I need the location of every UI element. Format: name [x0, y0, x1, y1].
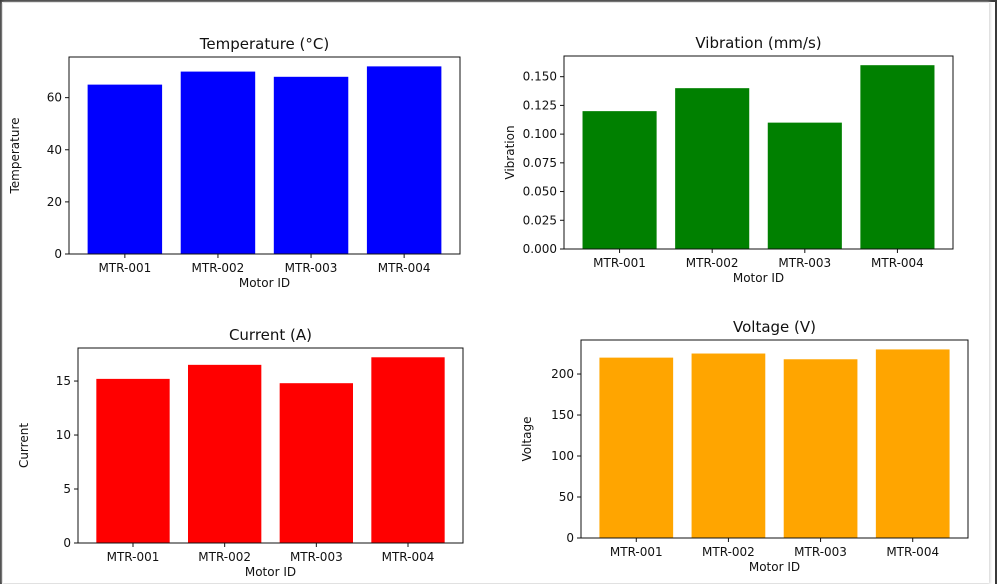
- x-axis-label: Motor ID: [239, 276, 290, 290]
- bar-mtr-004: [875, 349, 950, 538]
- y-tick-label: 60: [47, 91, 62, 105]
- bar-mtr-002: [188, 364, 262, 543]
- x-tick-label: MTR-003: [285, 261, 338, 275]
- chart-title: Vibration (mm/s): [695, 34, 821, 52]
- x-axis-label: Motor ID: [749, 560, 800, 574]
- y-tick-label: 10: [56, 428, 71, 442]
- chart-title: Temperature (°C): [199, 35, 329, 53]
- y-tick-label: 0: [63, 536, 71, 550]
- x-tick-label: MTR-004: [382, 550, 435, 564]
- bar-mtr-003: [273, 76, 349, 254]
- x-tick-label: MTR-002: [702, 545, 755, 559]
- y-tick-label: 0.150: [523, 70, 557, 84]
- y-tick-label: 0.075: [523, 156, 557, 170]
- x-axis-label: Motor ID: [733, 271, 784, 285]
- x-tick-label: MTR-004: [871, 256, 924, 270]
- bar-mtr-003: [767, 122, 842, 249]
- bar-mtr-001: [87, 84, 163, 254]
- y-tick-label: 200: [551, 367, 574, 381]
- y-axis-label: Vibration: [503, 125, 517, 179]
- y-tick-label: 150: [551, 408, 574, 422]
- chart-title: Voltage (V): [733, 318, 816, 336]
- x-tick-label: MTR-001: [610, 545, 663, 559]
- x-tick-label: MTR-002: [686, 256, 739, 270]
- x-tick-label: MTR-004: [378, 261, 431, 275]
- bar-mtr-002: [691, 353, 766, 538]
- y-axis-label: Current: [17, 423, 31, 468]
- bar-mtr-001: [96, 378, 170, 543]
- bar-mtr-002: [180, 71, 256, 254]
- plot-area-frame: [77, 347, 464, 544]
- bar-mtr-004: [860, 65, 935, 249]
- y-tick-label: 0.000: [523, 242, 557, 256]
- x-axis-label: Motor ID: [245, 565, 296, 579]
- bar-mtr-003: [279, 383, 353, 543]
- y-tick-label: 0: [566, 531, 574, 545]
- chart-panel-4: MTR-001 MTR-002 MTR-003 MTR-004 0 50 100 150 200…: [520, 318, 969, 574]
- y-tick-label: 50: [559, 490, 574, 504]
- chart-panel-1: MTR-001 MTR-002 MTR-003 MTR-004 0 20 40 60 Tempe…: [8, 35, 461, 290]
- x-tick-label: MTR-004: [886, 545, 939, 559]
- bar-mtr-004: [371, 357, 445, 543]
- y-tick-label: 0: [54, 247, 62, 261]
- plot-area-frame: [68, 56, 461, 255]
- y-axis-label: Voltage: [520, 416, 534, 461]
- plot-area-frame: [563, 55, 954, 250]
- y-tick-label: 0.125: [523, 98, 557, 112]
- chart-panel-2: MTR-001 MTR-002 MTR-003 MTR-004 0.000 0.025 0.…: [503, 34, 954, 285]
- y-tick-label: 0.100: [523, 127, 557, 141]
- x-tick-label: MTR-001: [98, 261, 151, 275]
- bar-mtr-003: [783, 359, 858, 538]
- x-tick-label: MTR-002: [198, 550, 251, 564]
- bar-mtr-001: [582, 111, 657, 250]
- bar-mtr-002: [675, 88, 750, 250]
- bar-mtr-001: [599, 357, 674, 538]
- y-tick-label: 0.025: [523, 213, 557, 227]
- chart-title: Current (A): [229, 326, 312, 344]
- y-tick-label: 15: [56, 374, 71, 388]
- y-tick-label: 0.050: [523, 185, 557, 199]
- x-tick-label: MTR-003: [794, 545, 847, 559]
- chart-panel-3: MTR-001 MTR-002 MTR-003 MTR-004 0 5 10 15 Curren…: [17, 326, 464, 579]
- x-tick-label: MTR-001: [107, 550, 160, 564]
- x-tick-label: MTR-003: [778, 256, 831, 270]
- bar-mtr-004: [366, 66, 442, 254]
- x-tick-label: MTR-003: [290, 550, 343, 564]
- y-tick-label: 40: [47, 143, 62, 157]
- y-tick-label: 20: [47, 195, 62, 209]
- y-tick-label: 5: [63, 482, 71, 496]
- y-axis-label: Temperature: [8, 117, 22, 194]
- x-tick-label: MTR-002: [192, 261, 245, 275]
- y-tick-label: 100: [551, 449, 574, 463]
- x-tick-label: MTR-001: [593, 256, 646, 270]
- plot-area-frame: [580, 339, 969, 539]
